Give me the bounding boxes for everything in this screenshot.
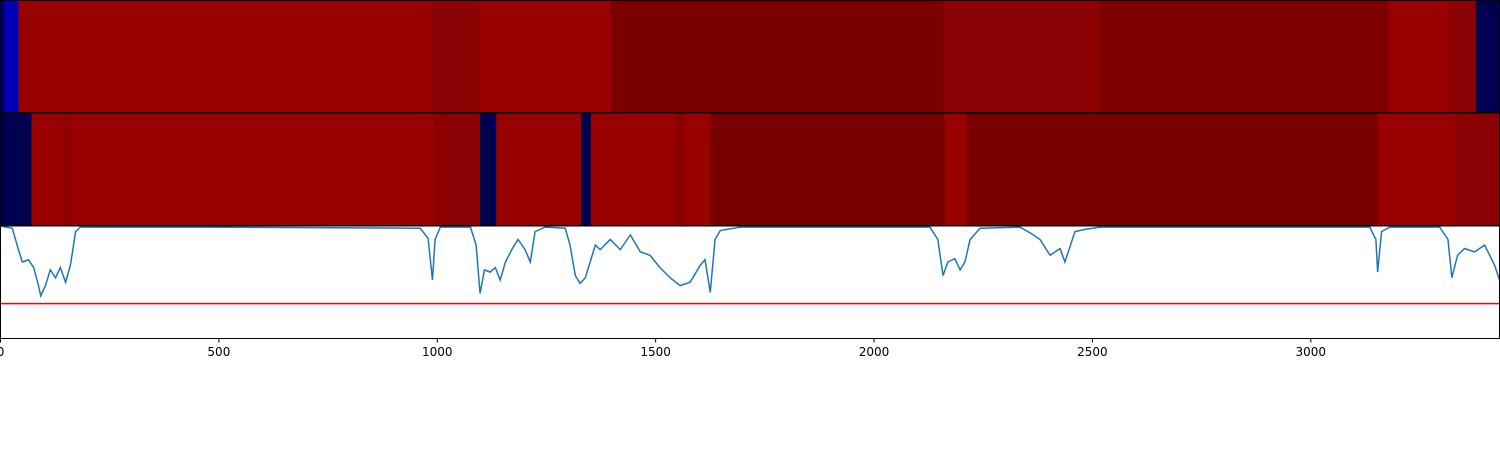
frame	[0, 225, 1500, 339]
data-line	[0, 225, 1500, 299]
heat-cell	[70, 113, 435, 226]
heat-cell	[676, 113, 686, 226]
x-tick-label: 2000	[859, 345, 890, 359]
heat-cell	[1388, 0, 1450, 113]
heat-cell	[431, 0, 479, 113]
heat-cell	[1454, 113, 1500, 226]
x-tick-label: 0	[0, 345, 4, 359]
heat-cell	[18, 0, 432, 113]
heat-cell	[591, 113, 677, 226]
x-tick-label: 1500	[640, 345, 671, 359]
heat-cell	[1448, 0, 1477, 113]
heat-cell	[480, 113, 497, 226]
heat-cell	[710, 113, 946, 226]
heat-cell	[943, 0, 1101, 113]
heat-cell	[581, 113, 592, 226]
heat-cell	[0, 0, 5, 113]
heat-cell	[944, 113, 968, 226]
heat-cell	[685, 113, 711, 226]
x-tick-label: 500	[207, 345, 230, 359]
heat-cell	[31, 113, 64, 226]
heat-cell	[611, 0, 944, 113]
heat-cell	[0, 113, 33, 226]
heat-cell	[434, 113, 481, 226]
heat-cell	[496, 113, 582, 226]
heat-cell	[478, 0, 612, 113]
heat-cell	[1377, 113, 1456, 226]
heat-cell	[967, 113, 1379, 226]
x-tick-label: 1000	[422, 345, 453, 359]
heat-cell	[1475, 0, 1500, 113]
heat-cell	[4, 0, 19, 113]
x-tick-label: 3000	[1296, 345, 1327, 359]
heat-cell	[63, 113, 71, 226]
x-tick-label: 2500	[1077, 345, 1108, 359]
heat-cell	[1099, 0, 1390, 113]
